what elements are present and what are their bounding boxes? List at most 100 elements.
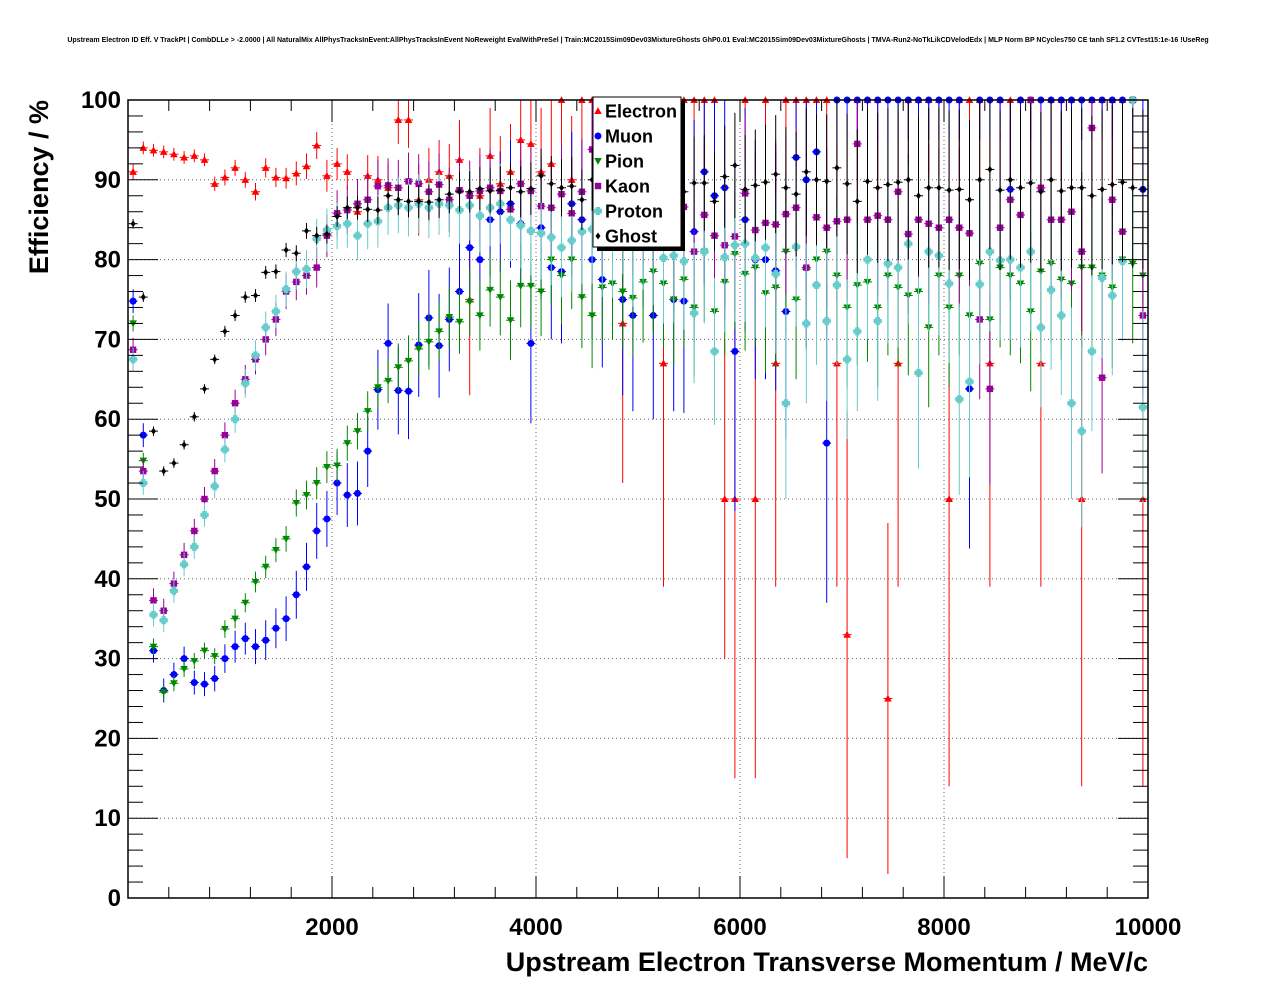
y-tick-label: 50 [94, 486, 121, 513]
kaon-point [374, 182, 382, 190]
ghost-point [1028, 179, 1034, 187]
ghost-point [446, 190, 452, 198]
electron-point [190, 152, 199, 159]
legend-marker-muon [594, 132, 602, 140]
legend-label-electron: Electron [605, 102, 677, 122]
electron-point [884, 694, 892, 702]
ghost-point [538, 172, 544, 180]
ghost-point [987, 165, 993, 173]
proton-point [516, 221, 525, 230]
muon-point [303, 563, 310, 571]
ghost-point [865, 177, 870, 185]
proton-point [231, 415, 240, 424]
kaon-point [313, 264, 320, 271]
y-tick-label: 100 [81, 87, 121, 114]
proton-point [873, 317, 882, 326]
muon-point [323, 515, 331, 523]
electron-point [394, 116, 403, 123]
legend-entry-pion: Pion [594, 152, 644, 172]
ghost-point [212, 355, 218, 363]
proton-point [353, 231, 362, 240]
x-tick-label: 2000 [305, 914, 358, 941]
ghost-point [701, 179, 707, 187]
proton-point [710, 347, 719, 356]
proton-point [149, 610, 158, 619]
ghost-point [916, 192, 921, 200]
legend-entry-electron: Electron [594, 102, 677, 122]
kaon-point [211, 467, 218, 475]
legend-label-ghost: Ghost [605, 227, 657, 247]
ghost-point [151, 427, 156, 435]
electron-point [210, 179, 219, 187]
ghost-point [416, 197, 422, 205]
ghost-point [895, 178, 901, 186]
ghost-point [1007, 176, 1013, 184]
legend-marker-kaon [594, 182, 602, 190]
pion-point [333, 462, 341, 470]
kaon-point [221, 431, 229, 439]
ghost-point [569, 182, 575, 190]
ghost-point [1120, 178, 1125, 186]
ghost-point [375, 206, 381, 214]
pion-point [537, 288, 545, 296]
pion-point [261, 563, 270, 571]
ghost-point [385, 192, 391, 200]
pion-point [210, 653, 219, 661]
proton-point [251, 351, 260, 360]
ghost-point [905, 176, 911, 184]
proton-point [812, 281, 821, 290]
y-tick-label: 60 [94, 406, 121, 433]
kaon-point [1098, 374, 1106, 381]
legend-marker-ghost [595, 232, 601, 240]
muon-point [476, 256, 484, 264]
kaon-point [150, 597, 157, 604]
ghost-point [885, 181, 891, 189]
ghost-point [365, 205, 371, 213]
pion-point [374, 384, 382, 392]
legend-marker-electron [594, 107, 602, 115]
ghost-point [559, 184, 564, 192]
muon-point [282, 615, 290, 623]
pion-point [272, 547, 280, 554]
proton-point [1108, 291, 1117, 300]
ghost-point [834, 164, 840, 172]
pion-point [231, 615, 239, 623]
kaon-point [986, 385, 994, 393]
proton-point [1087, 347, 1096, 356]
legend-entry-kaon: Kaon [594, 177, 650, 197]
ghost-point [814, 176, 819, 184]
ghost-point [171, 459, 177, 467]
pion-point [486, 286, 494, 294]
proton-point [1067, 399, 1076, 408]
proton-point [129, 355, 138, 364]
proton-point [843, 355, 852, 364]
proton-point [547, 233, 556, 242]
legend-entry-ghost: Ghost [595, 227, 657, 247]
proton-point [955, 395, 964, 404]
ghost-point [691, 179, 697, 187]
ghost-point [314, 232, 320, 240]
pion-point [506, 317, 515, 325]
proton-point [894, 263, 903, 272]
x-tick-label: 4000 [509, 914, 562, 941]
pion-point [282, 535, 290, 543]
pion-point [496, 294, 505, 301]
ghost-point [803, 168, 809, 176]
ghost-point [967, 196, 972, 204]
proton-point [159, 616, 168, 625]
ghost-point [844, 180, 850, 188]
electron-point [139, 144, 148, 151]
pion-point [516, 282, 525, 290]
ghost-point [222, 327, 228, 335]
x-tick-label: 6000 [713, 914, 766, 941]
ghost-point [304, 227, 309, 235]
proton-point [669, 251, 678, 260]
muon-point [354, 489, 361, 497]
proton-point [506, 215, 515, 224]
proton-point [720, 253, 729, 262]
ghost-point [181, 441, 187, 449]
proton-point [261, 323, 270, 332]
ghost-point [487, 187, 493, 195]
muon-point [231, 643, 239, 651]
proton-point [945, 279, 954, 288]
